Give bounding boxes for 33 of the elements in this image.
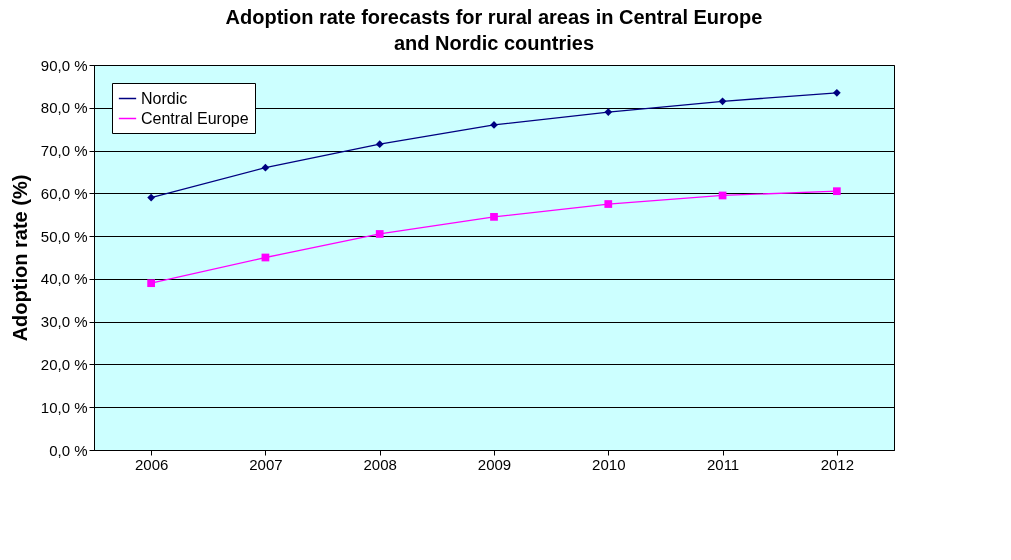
y-tick-label: 20,0 % (40, 355, 88, 373)
point (490, 121, 498, 129)
point (375, 140, 384, 149)
point (832, 187, 841, 196)
y-tick-label: 60,0 % (40, 184, 88, 202)
point (147, 193, 156, 202)
point (718, 97, 727, 106)
y-tick-label: 50,0 % (40, 227, 88, 245)
y-tick-label: 10,0 % (40, 398, 88, 416)
y-tick-label: 80,0 % (40, 99, 88, 117)
y-tick-label: 70,0 % (40, 142, 88, 160)
legend-label: Nordic (141, 89, 188, 107)
y-tick-label: 30,0 % (40, 313, 88, 331)
x-tick-label: 2006 (134, 455, 169, 473)
y-axis-title: Adoption rate (%) (8, 174, 31, 342)
y-tick-label: 90,0 % (40, 56, 88, 74)
x-tick-label: 2012 (820, 455, 855, 473)
y-tick-label: 0,0 % (49, 441, 88, 459)
point (261, 163, 270, 172)
point (490, 212, 498, 221)
point (147, 279, 156, 288)
x-tick-label: 2009 (477, 455, 512, 473)
point (832, 88, 841, 97)
x-tick-label: 2008 (363, 455, 397, 473)
point (604, 108, 613, 116)
chart-title: Adoption rate forecasts for rural areas in Central Europe and Nordic countries (225, 6, 763, 54)
x-tick-label: 2007 (249, 455, 283, 473)
x-tick-label: 2011 (706, 455, 740, 473)
legend-label: Central Europe (141, 109, 249, 127)
x-tick-label: 2010 (592, 455, 626, 473)
point (604, 200, 613, 208)
point (375, 230, 384, 238)
y-tick-label: 40,0 % (40, 270, 88, 288)
